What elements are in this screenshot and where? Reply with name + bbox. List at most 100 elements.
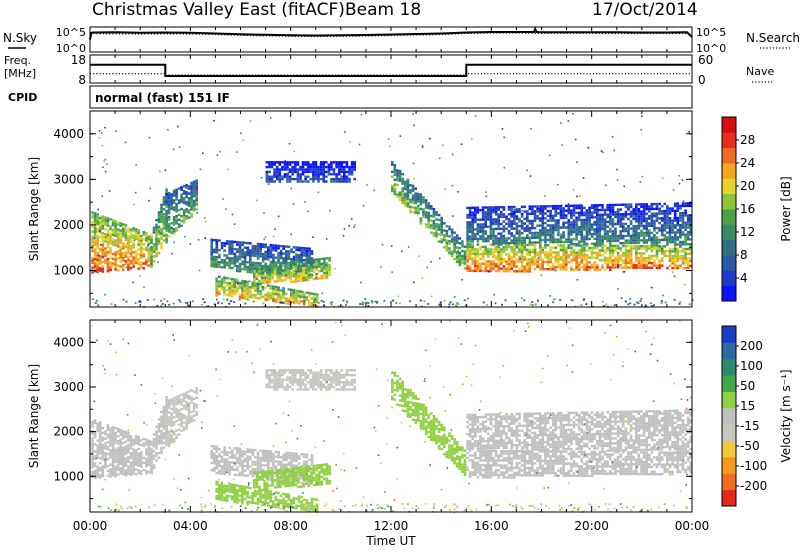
- power-cell: [187, 202, 191, 205]
- power-cell: [279, 265, 282, 268]
- power-cell: [172, 192, 176, 195]
- power-cell: [466, 240, 469, 243]
- power-cell: [104, 247, 107, 250]
- power-cell: [119, 229, 122, 232]
- power-cell: [492, 223, 495, 226]
- power-cell: [577, 233, 581, 236]
- power-cell: [603, 213, 607, 216]
- velocity-cell: [119, 450, 122, 453]
- power-noise-cell: [93, 237, 96, 239]
- velocity-cell: [155, 454, 158, 457]
- power-cell: [663, 254, 667, 258]
- power-cell: [313, 292, 316, 296]
- power-cell: [619, 230, 622, 233]
- power-cell: [142, 262, 146, 265]
- power-noise-cell: [125, 227, 127, 229]
- power-cell: [228, 287, 231, 290]
- velocity-cell: [170, 417, 173, 420]
- power-cell: [481, 213, 485, 216]
- power-cell: [562, 231, 565, 234]
- power-cell: [93, 267, 97, 270]
- freq-unit-label: [MHz]: [4, 67, 36, 80]
- power-cell: [471, 206, 474, 209]
- velocity-cell: [172, 409, 176, 412]
- power-cell: [642, 252, 646, 255]
- power-cell: [139, 263, 143, 267]
- power-cell: [401, 194, 404, 197]
- power-cell: [246, 268, 249, 271]
- power-cell: [432, 212, 436, 216]
- power-cell: [325, 269, 329, 272]
- power-cell: [666, 241, 669, 244]
- velocity-cell: [96, 449, 99, 452]
- power-cell: [603, 218, 607, 221]
- power-cell: [443, 236, 446, 239]
- power-cell: [507, 270, 511, 273]
- power-cell: [435, 213, 438, 216]
- power-cell: [287, 255, 291, 258]
- power-cell: [528, 267, 532, 271]
- power-cell: [432, 227, 436, 230]
- power-cell: [523, 265, 526, 268]
- power-cell: [246, 285, 249, 288]
- power-cell: [114, 253, 117, 257]
- velocity-cell: [177, 402, 181, 405]
- power-cell: [536, 265, 539, 268]
- power-cell: [528, 248, 532, 251]
- power-cell: [238, 262, 242, 266]
- power-cell: [155, 245, 158, 248]
- power-cell: [606, 261, 609, 264]
- power-cell: [287, 302, 291, 305]
- velocity-cell: [160, 446, 163, 450]
- power-cell: [246, 246, 249, 250]
- power-cell: [624, 222, 628, 226]
- velocity-cell: [96, 427, 99, 430]
- power-cell: [533, 267, 537, 271]
- power-cell: [238, 258, 242, 261]
- power-cell: [335, 165, 338, 169]
- power-noise-cell: [242, 139, 244, 142]
- power-cell: [497, 239, 500, 243]
- power-cell: [273, 168, 276, 171]
- power-cell: [588, 223, 591, 226]
- power-cell: [562, 216, 565, 220]
- power-cell: [327, 168, 331, 171]
- power-cell: [96, 222, 99, 226]
- power-cell: [409, 208, 412, 211]
- power-cell: [463, 267, 467, 270]
- power-cell: [228, 291, 231, 295]
- power-cell: [129, 262, 133, 265]
- power-cell: [616, 218, 620, 221]
- power-cell: [538, 229, 542, 232]
- power-cell: [684, 250, 687, 253]
- power-cell: [220, 288, 224, 291]
- power-cell: [213, 260, 216, 263]
- power-cell: [609, 230, 612, 233]
- power-noise-cell: [611, 136, 614, 138]
- power-cell: [645, 227, 648, 230]
- power-cell: [538, 217, 542, 220]
- power-cell: [515, 265, 519, 268]
- power-cell: [513, 248, 516, 251]
- power-cell: [249, 249, 252, 252]
- velocity-cell: [139, 458, 143, 461]
- power-cell: [448, 242, 451, 245]
- power-cell: [215, 246, 219, 249]
- power-cell: [660, 233, 664, 237]
- power-cell: [299, 279, 303, 282]
- power-cell: [241, 294, 244, 297]
- power-cell: [564, 214, 568, 217]
- velocity-cell: [180, 424, 183, 428]
- power-cell: [422, 208, 425, 211]
- power-cell: [275, 165, 279, 169]
- power-cell: [215, 243, 219, 247]
- power-cell: [160, 237, 163, 240]
- velocity-cell: [124, 457, 128, 460]
- velocity-cell: [180, 429, 183, 433]
- velocity-cell: [98, 473, 102, 477]
- power-cell: [507, 217, 511, 221]
- power-cell: [564, 209, 568, 212]
- power-cell: [637, 210, 641, 213]
- power-cell: [468, 245, 472, 248]
- power-noise-cell: [526, 169, 528, 172]
